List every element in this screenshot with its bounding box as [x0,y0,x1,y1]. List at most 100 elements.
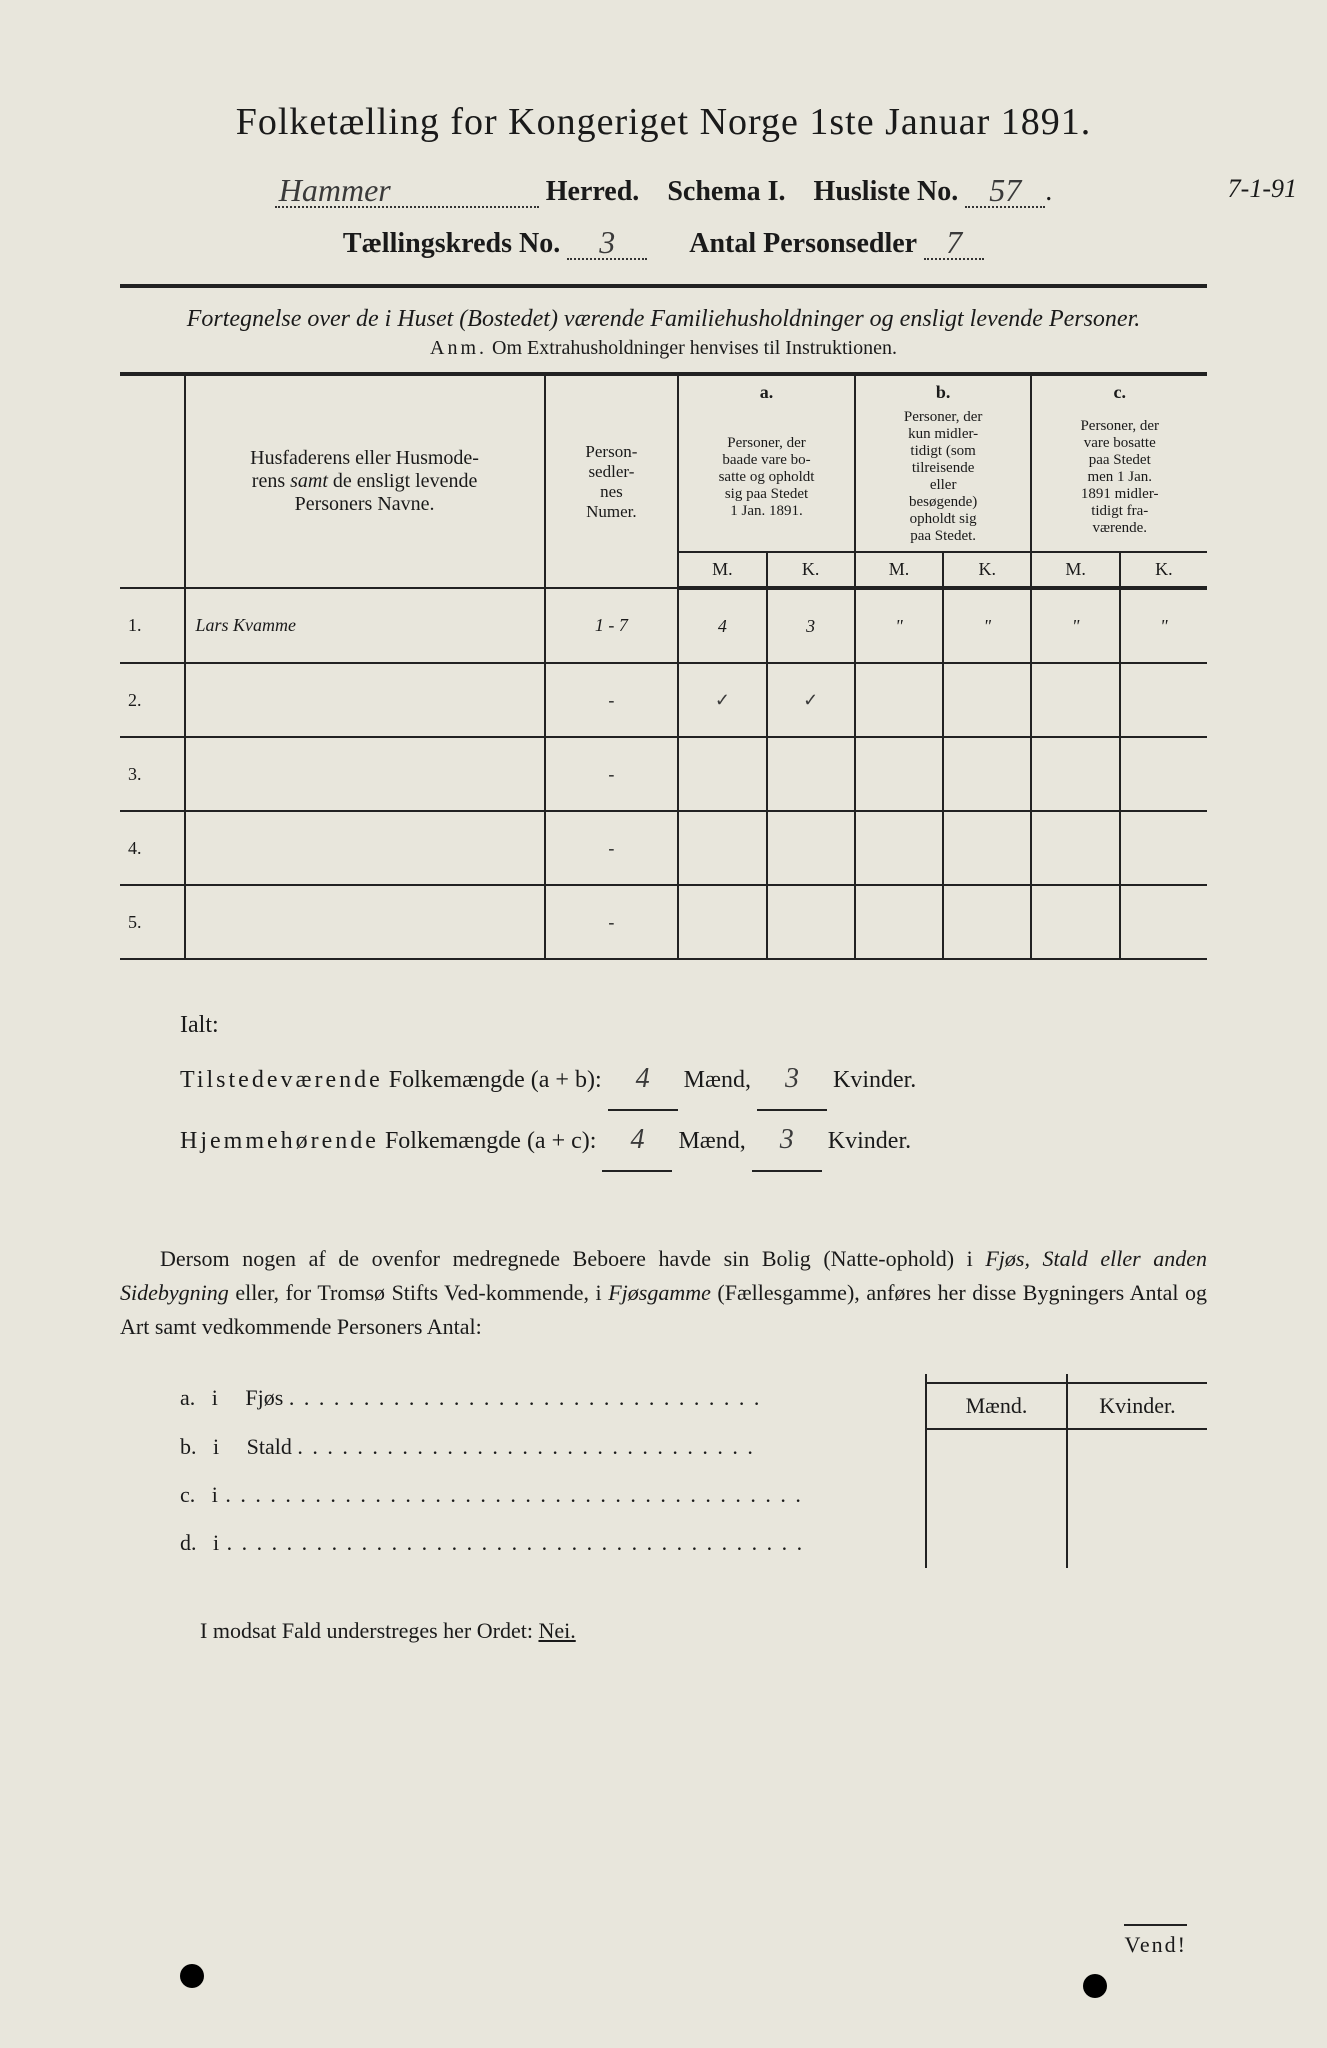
col-numer-header: Person-sedler-nesNumer. [545,374,679,588]
col-a-m: M. [678,552,766,588]
folkemaengde-label: Folkemængde [385,1128,521,1154]
date-annotation: 7-1-91 [1228,174,1297,204]
maend-label: Mænd, [684,1067,751,1093]
row-a-k: ✓ [767,663,855,737]
tilstede-k-value: 3 [757,1050,827,1111]
row-numer: - [545,663,679,737]
personsedler-value: 7 [924,226,984,260]
punch-hole-icon [1083,1974,1107,1998]
row-c-k: " [1120,588,1207,663]
col-c-m: M. [1031,552,1119,588]
sidebuilding-paragraph: Dersom nogen af de ovenfor medregnede Be… [120,1242,1207,1344]
divider-rule [120,284,1207,288]
list-item: a. i Fjøs . . . . . . . . . . . . . . . … [180,1374,925,1422]
col-c-header: Personer, dervare bosattepaa Stedetmen 1… [1031,403,1207,552]
col-a-k: K. [767,552,855,588]
nei-word: Nei. [538,1618,575,1643]
row-name [185,885,545,959]
row-name [185,737,545,811]
col-b-header: Personer, derkun midler-tidigt (somtilre… [855,403,1032,552]
list-item: b. i Stald . . . . . . . . . . . . . . .… [180,1423,925,1471]
nei-line: I modsat Fald understreges her Ordet: Ne… [120,1618,1207,1644]
sidebuilding-block: a. i Fjøs . . . . . . . . . . . . . . . … [120,1374,1207,1568]
anm-line: Anm. Om Extrahusholdninger henvises til … [120,337,1207,360]
row-numer: - [545,737,679,811]
kvinder-label: Kvinder. [833,1067,916,1093]
kreds-value: 3 [567,226,647,260]
col-b-k: K. [943,552,1031,588]
col-b-m: M. [855,552,943,588]
hjemme-label: Hjemmehørende [180,1128,379,1154]
row-number: 5. [120,885,185,959]
census-form-page: Folketælling for Kongeriget Norge 1ste J… [0,0,1327,2048]
page-title: Folketælling for Kongeriget Norge 1ste J… [120,100,1207,144]
schema-label: Schema I. [667,176,785,207]
maend-label: Mænd, [678,1128,745,1154]
row-name [185,663,545,737]
col-a-header: Personer, derbaade vare bo-satte og opho… [678,403,855,552]
ac-label: (a + c): [527,1128,597,1154]
hjemme-k-value: 3 [752,1111,822,1172]
row-c-k [1120,663,1207,737]
row-numer: - [545,811,679,885]
ab-label: (a + b): [531,1067,602,1093]
table-row: 3. - [120,737,1207,811]
herred-value: Hammer [275,174,539,208]
row-a-m: ✓ [678,663,766,737]
table-row: 5. - [120,885,1207,959]
row-numer: 1 - 7 [545,588,679,663]
row-numer: - [545,885,679,959]
hjemme-line: Hjemmehørende Folkemængde (a + c): 4 Mæn… [180,1111,1207,1172]
maend-header: Mænd. [927,1382,1066,1430]
punch-hole-icon [180,1964,204,1988]
row-number: 3. [120,737,185,811]
nei-pre: I modsat Fald understreges her Ordet: [200,1618,533,1643]
table-row: 2. - ✓ ✓ [120,663,1207,737]
household-table: Husfaderens eller Husmode-rens samt de e… [120,372,1207,960]
row-c-m [1031,663,1119,737]
vend-label: Vend! [1124,1924,1187,1958]
herred-label: Herred. [546,176,640,207]
kreds-label: Tællingskreds No. [343,228,560,259]
table-row: 4. - [120,811,1207,885]
row-c-m: " [1031,588,1119,663]
folkemaengde-label: Folkemængde [389,1067,525,1093]
anm-label: Anm. [430,337,487,359]
tilstede-line: Tilstedeværende Folkemængde (a + b): 4 M… [180,1050,1207,1111]
row-number: 4. [120,811,185,885]
row-name [185,811,545,885]
col-a-letter: a. [760,382,774,402]
row-b-k: " [943,588,1031,663]
col-c-letter: c. [1113,382,1126,402]
row-name: Lars Kvamme [185,588,545,663]
row-b-m: " [855,588,943,663]
row-b-m [855,663,943,737]
mk-columns: Mænd. Kvinder. [925,1374,1207,1568]
ialt-label: Ialt: [180,1000,1207,1050]
subtitle: Fortegnelse over de i Huset (Bostedet) v… [120,306,1207,333]
sidebuilding-list: a. i Fjøs . . . . . . . . . . . . . . . … [120,1374,925,1568]
col-b-letter: b. [936,382,951,402]
col-names-header: Husfaderens eller Husmode-rens samt de e… [185,374,545,588]
table-row: 1. Lars Kvamme 1 - 7 4 3 " " " " [120,588,1207,663]
husliste-label: Husliste No. [814,176,959,207]
hjemme-m-value: 4 [602,1111,672,1172]
anm-text: Om Extrahusholdninger henvises til Instr… [492,337,897,359]
tilstede-m-value: 4 [608,1050,678,1111]
totals-block: Ialt: Tilstedeværende Folkemængde (a + b… [120,1000,1207,1172]
list-item: c. i . . . . . . . . . . . . . . . . . .… [180,1471,925,1519]
col-c-k: K. [1120,552,1207,588]
list-item: d. i . . . . . . . . . . . . . . . . . .… [180,1519,925,1567]
header-line-2: Tællingskreds No. 3 Antal Personsedler 7 [120,226,1207,260]
row-number: 2. [120,663,185,737]
row-a-k: 3 [767,588,855,663]
tilstede-label: Tilstedeværende [180,1067,383,1093]
row-number: 1. [120,588,185,663]
husliste-value: 57 [965,174,1045,208]
row-b-k [943,663,1031,737]
row-a-m: 4 [678,588,766,663]
kvinder-label: Kvinder. [828,1128,911,1154]
personsedler-label: Antal Personsedler [689,228,917,259]
kvinder-header: Kvinder. [1068,1382,1207,1430]
header-line-1: Hammer Herred. Schema I. Husliste No. 57… [120,174,1207,208]
